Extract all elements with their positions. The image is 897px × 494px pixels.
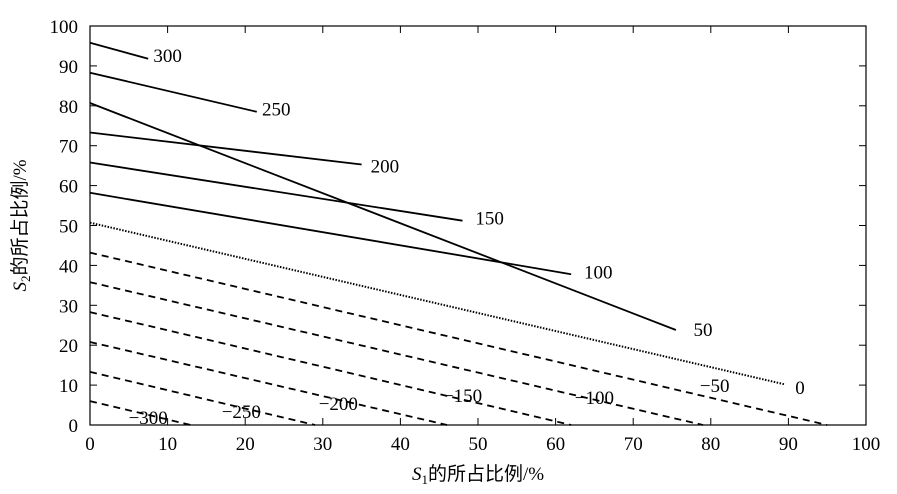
- contour-line-neg250: [89, 371, 316, 426]
- contour-line-neg200: [89, 341, 448, 426]
- y-tick-label: 70: [59, 137, 78, 158]
- y-tick-label: 30: [59, 296, 78, 317]
- contour-line-200: [89, 131, 362, 166]
- y-tick-label: 50: [59, 217, 78, 238]
- y-tick-label: 90: [59, 57, 78, 78]
- contour-line-neg100: [89, 281, 704, 426]
- y-tick-label: 20: [59, 336, 78, 357]
- contour-label-150: 150: [475, 209, 504, 230]
- contour-line-250: [89, 71, 258, 113]
- y-axis-title: S2的所占比例/%: [9, 159, 33, 291]
- contour-label-50: 50: [694, 320, 713, 341]
- x-tick-label: 90: [779, 434, 798, 455]
- x-tick-label: 80: [701, 434, 720, 455]
- x-tick-label: 0: [85, 434, 95, 455]
- contour-label-neg250: −250: [222, 402, 261, 423]
- y-tick-label: 60: [59, 177, 78, 198]
- x-tick-label: 60: [546, 434, 565, 455]
- contour-label-100: 100: [584, 262, 613, 283]
- x-axis-title-var: S: [412, 464, 422, 485]
- contour-label-300: 300: [153, 46, 182, 67]
- contour-label-neg200: −200: [319, 394, 358, 415]
- contour-line-neg150: [89, 311, 572, 426]
- y-tick-label: 40: [59, 256, 78, 277]
- contour-line-150: [89, 161, 463, 222]
- contour-line-300: [89, 41, 149, 60]
- contour-line-100: [89, 191, 572, 276]
- y-axis-title-rest: 的所占比例/%: [9, 159, 31, 275]
- x-tick-label: 50: [469, 434, 488, 455]
- contour-lines: [89, 41, 828, 426]
- contour-label-0: 0: [795, 378, 805, 399]
- contour-label-neg100: −100: [575, 388, 614, 409]
- x-tick-label: 30: [313, 434, 332, 455]
- contour-label-neg50: −50: [700, 376, 730, 397]
- axis-ticks: 0 10 20 30 40 50 60 70 80 90 100 0 10 20 30 40 50 60 70 80 9…: [50, 17, 881, 455]
- contour-line-0: [89, 221, 785, 386]
- x-axis-title-rest: 的所占比例/%: [428, 463, 544, 485]
- x-tick-label: 100: [852, 434, 881, 455]
- x-tick-label: 20: [236, 434, 255, 455]
- x-axis-title: S1的所占比例/%: [412, 463, 544, 487]
- contour-label-250: 250: [262, 100, 291, 121]
- contour-line-neg300: [89, 400, 192, 426]
- x-tick-label: 10: [158, 434, 177, 455]
- y-axis-title-sub: 2: [18, 276, 33, 283]
- x-tick-label: 40: [391, 434, 410, 455]
- y-tick-label: 100: [50, 17, 79, 38]
- contour-label-neg300: −300: [129, 408, 168, 429]
- contour-labels: 300 250 200 150 100 50 0 −50 −100 −150 −200 −250 −30…: [129, 46, 805, 429]
- contour-line-neg50: [89, 251, 828, 426]
- contour-label-200: 200: [371, 157, 400, 178]
- contour-label-neg150: −150: [443, 386, 482, 407]
- x-axis-title-sub: 1: [421, 472, 428, 487]
- y-tick-label: 0: [69, 416, 79, 437]
- y-tick-label: 80: [59, 97, 78, 118]
- contour-line-50: [89, 102, 677, 331]
- y-tick-label: 10: [59, 376, 78, 397]
- x-tick-label: 70: [624, 434, 643, 455]
- y-axis-title-var: S: [10, 282, 31, 292]
